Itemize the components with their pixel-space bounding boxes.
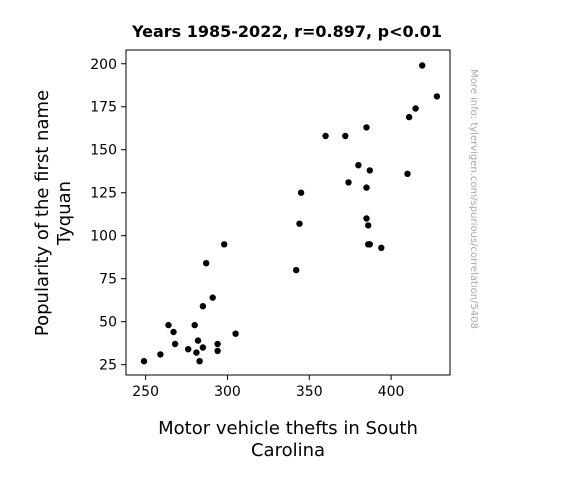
data-point <box>296 220 303 227</box>
y-tick-label: 50 <box>99 315 117 331</box>
data-point <box>433 93 441 100</box>
data-point <box>193 349 200 356</box>
y-tick-label: 100 <box>90 229 117 245</box>
data-point <box>196 358 203 365</box>
data-point <box>363 184 370 191</box>
y-axis-label-line-2: Tyquan <box>54 181 75 246</box>
y-tick-label: 125 <box>90 186 117 202</box>
data-point <box>209 294 216 301</box>
data-point <box>194 337 202 344</box>
data-point <box>165 321 172 329</box>
data-point <box>345 179 352 186</box>
data-point <box>140 358 148 365</box>
x-axis-label-line-1: Motor vehicle thefts in South <box>158 418 418 439</box>
data-point <box>419 62 426 69</box>
data-point <box>170 328 177 336</box>
data-point <box>378 244 385 251</box>
y-tick-label: 75 <box>99 272 117 288</box>
data-point <box>214 340 221 348</box>
y-tick-label: 175 <box>90 100 117 116</box>
data-point <box>366 241 373 248</box>
y-tick-label: 200 <box>90 57 117 73</box>
data-point <box>157 351 164 358</box>
x-tick-label: 400 <box>378 384 405 400</box>
data-point <box>191 321 198 329</box>
data-point <box>363 215 370 222</box>
data-point <box>322 132 329 140</box>
data-point <box>342 132 349 140</box>
data-point <box>355 162 362 169</box>
x-tick-label: 250 <box>132 384 159 400</box>
data-point <box>214 347 221 355</box>
data-point <box>412 105 419 112</box>
y-tick-label: 150 <box>90 143 117 159</box>
data-point <box>297 189 305 196</box>
x-tick-label: 350 <box>296 384 323 400</box>
data-point <box>363 124 370 131</box>
source-note: More info: tylervigen.com/spurious/corre… <box>468 69 479 329</box>
data-point <box>405 113 413 121</box>
y-tick-label: 25 <box>99 358 117 374</box>
data-point <box>293 266 300 274</box>
data-point <box>185 346 192 353</box>
y-axis-label-line-1: Popularity of the first name <box>32 90 53 336</box>
plot-area-frame <box>125 49 451 376</box>
data-point <box>199 303 207 310</box>
chart-title: Years 1985-2022, r=0.897, p<0.01 <box>131 22 442 41</box>
data-point <box>171 340 179 348</box>
data-point <box>203 260 210 267</box>
y-axis-ticks: 25 50 75 100 125 150 175 200 <box>90 57 126 374</box>
x-axis-ticks: 250 300 350 400 <box>132 375 404 400</box>
data-point <box>199 344 207 351</box>
x-axis-label-line-2: Carolina <box>251 440 325 461</box>
data-point <box>221 241 228 248</box>
data-point <box>232 330 239 337</box>
data-point <box>366 167 373 174</box>
data-point <box>365 222 372 229</box>
data-point <box>404 170 411 177</box>
x-tick-label: 300 <box>214 384 241 400</box>
data-points <box>140 62 441 365</box>
